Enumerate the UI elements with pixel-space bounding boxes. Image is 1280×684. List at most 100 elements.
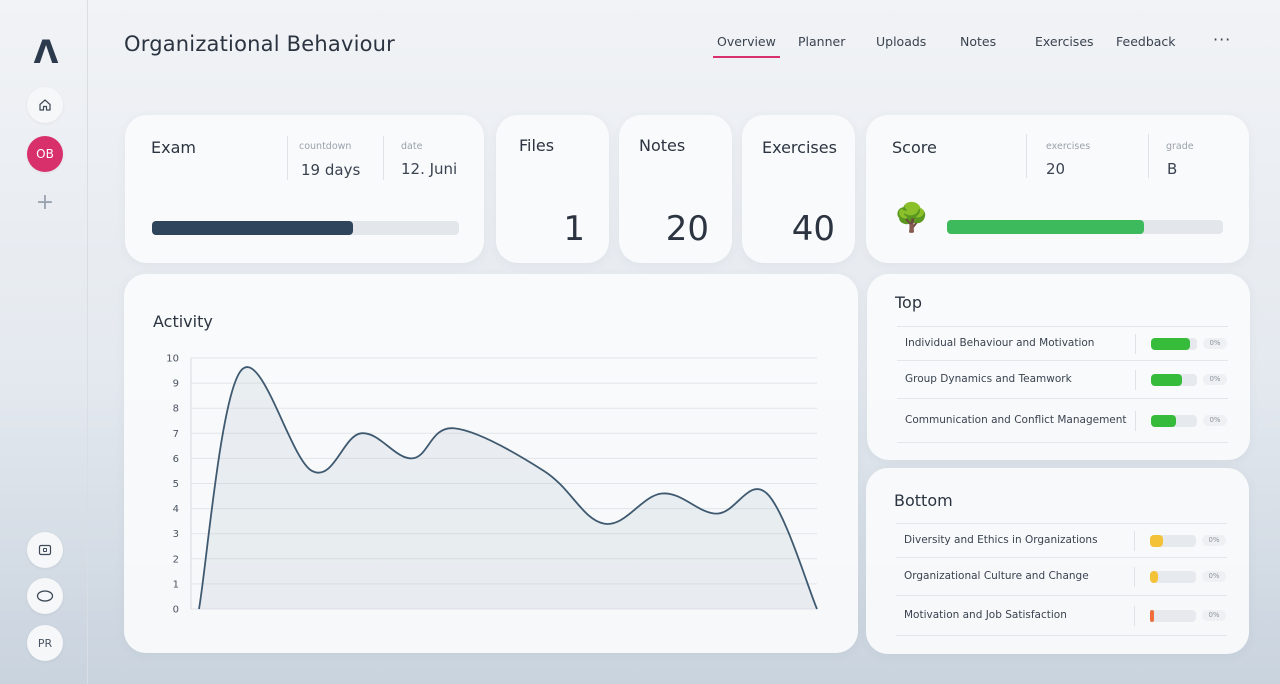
app-logo[interactable]: Λ [33,33,59,71]
bottom-progress-fill [1150,610,1154,622]
divider [1135,334,1136,354]
bottom-progress-track [1150,571,1196,583]
top-item-label: Communication and Conflict Management [905,414,1127,426]
top-progress-track [1151,338,1197,350]
top-progress-track [1151,374,1197,386]
divider [1134,606,1135,626]
exam-progress-track [152,221,459,235]
divider [1148,134,1149,178]
activity-chart: 0 1 2 3 4 5 6 7 8 9 10 [166,354,818,616]
y-tick-label: 0 [173,605,179,616]
bottom-item-label: Organizational Culture and Change [904,570,1089,582]
score-exercises-value: 20 [1046,160,1066,178]
y-tick-label: 8 [173,404,179,415]
divider [383,136,384,180]
tab-uploads[interactable]: Uploads [876,34,927,49]
divider [1026,134,1027,178]
bottom-percent-badge: 0% [1202,571,1226,582]
top-percent-badge: 0% [1203,338,1227,349]
exam-title: Exam [151,138,196,157]
activity-card: Activity 0 1 2 3 4 5 6 7 8 9 10 [124,274,858,653]
more-menu-icon[interactable]: ··· [1213,30,1232,49]
bottom-percent-badge: 0% [1202,610,1226,621]
y-tick-label: 7 [173,429,179,440]
y-tick-label: 2 [173,554,179,565]
top-progress-track [1151,415,1197,427]
tab-feedback[interactable]: Feedback [1116,34,1176,49]
oval-icon [36,590,54,602]
score-title: Score [892,138,937,157]
countdown-value: 19 days [301,161,361,179]
tab-planner[interactable]: Planner [798,34,846,49]
top-progress-fill [1151,374,1183,386]
user-avatar[interactable]: PR [27,625,63,661]
media-icon [38,544,52,556]
exam-progress-fill [152,221,354,235]
date-value: 12. Juni [401,160,458,178]
oval-button[interactable] [27,578,63,614]
tree-icon: 🌳 [894,201,929,234]
divider [897,442,1228,443]
score-progress-track [947,220,1223,234]
bottom-title: Bottom [894,491,953,510]
grade-label: grade [1166,141,1194,152]
top-title: Top [895,293,922,312]
top-percent-badge: 0% [1203,415,1227,426]
y-tick-label: 4 [173,504,179,515]
divider [1134,567,1135,587]
y-tick-label: 5 [173,479,179,490]
exercises-count: 40 [791,209,835,249]
bottom-progress-fill [1150,535,1163,547]
top-progress-fill [1151,338,1191,350]
sidebar: Λ OB + PR [0,0,88,684]
chart-title: Activity [153,312,213,331]
activity-area [199,367,817,609]
files-title: Files [519,136,555,155]
y-tick-label: 9 [173,379,179,390]
y-tick-label: 1 [173,579,179,590]
course-button-ob[interactable]: OB [27,136,63,172]
date-label: date [401,141,423,152]
home-icon [39,99,51,111]
top-item-label: Group Dynamics and Teamwork [905,373,1072,385]
top-progress-fill [1151,415,1177,427]
top-list-item[interactable]: Group Dynamics and Teamwork 0% [897,360,1228,398]
bottom-percent-badge: 0% [1202,535,1226,546]
score-progress-fill [947,220,1145,234]
grade-value: B [1167,160,1178,178]
tab-exercises[interactable]: Exercises [1035,34,1094,49]
y-tick-label: 10 [166,354,179,365]
plus-icon: + [35,189,55,215]
notes-card[interactable]: Notes 20 [619,115,732,263]
notes-title: Notes [639,136,686,155]
top-item-label: Individual Behaviour and Motivation [905,337,1095,349]
bottom-progress-track [1150,610,1196,622]
home-button[interactable] [27,87,63,123]
activity-line [198,366,818,610]
score-card[interactable]: Score exercises 20 grade B 🌳 [866,115,1249,263]
exercises-title: Exercises [762,138,837,157]
bottom-list-item[interactable]: Motivation and Job Satisfaction 0% [896,595,1227,635]
notes-count: 20 [665,209,709,249]
exercises-card[interactable]: Exercises 40 [742,115,855,263]
tab-overview[interactable]: Overview [713,34,780,58]
bottom-card: Bottom Diversity and Ethics in Organizat… [866,468,1249,654]
bottom-item-label: Motivation and Job Satisfaction [904,609,1067,621]
divider [896,635,1227,636]
top-percent-badge: 0% [1203,374,1227,385]
files-card[interactable]: Files 1 [496,115,609,263]
y-tick-label: 6 [173,454,179,465]
add-course-button[interactable]: + [27,184,63,220]
tab-notes[interactable]: Notes [960,34,997,49]
bottom-list-item[interactable]: Organizational Culture and Change 0% [896,557,1227,595]
divider [1134,531,1135,551]
exam-card[interactable]: Exam countdown 19 days date 12. Juni [125,115,484,263]
bottom-progress-fill [1150,571,1159,583]
score-exercises-label: exercises [1046,141,1091,152]
media-button[interactable] [27,532,63,568]
divider [1135,370,1136,390]
top-list-item[interactable]: Individual Behaviour and Motivation 0% [897,326,1228,360]
top-list-item[interactable]: Communication and Conflict Management 0% [897,398,1228,442]
bottom-list-item[interactable]: Diversity and Ethics in Organizations 0% [896,523,1227,557]
divider [287,136,288,180]
